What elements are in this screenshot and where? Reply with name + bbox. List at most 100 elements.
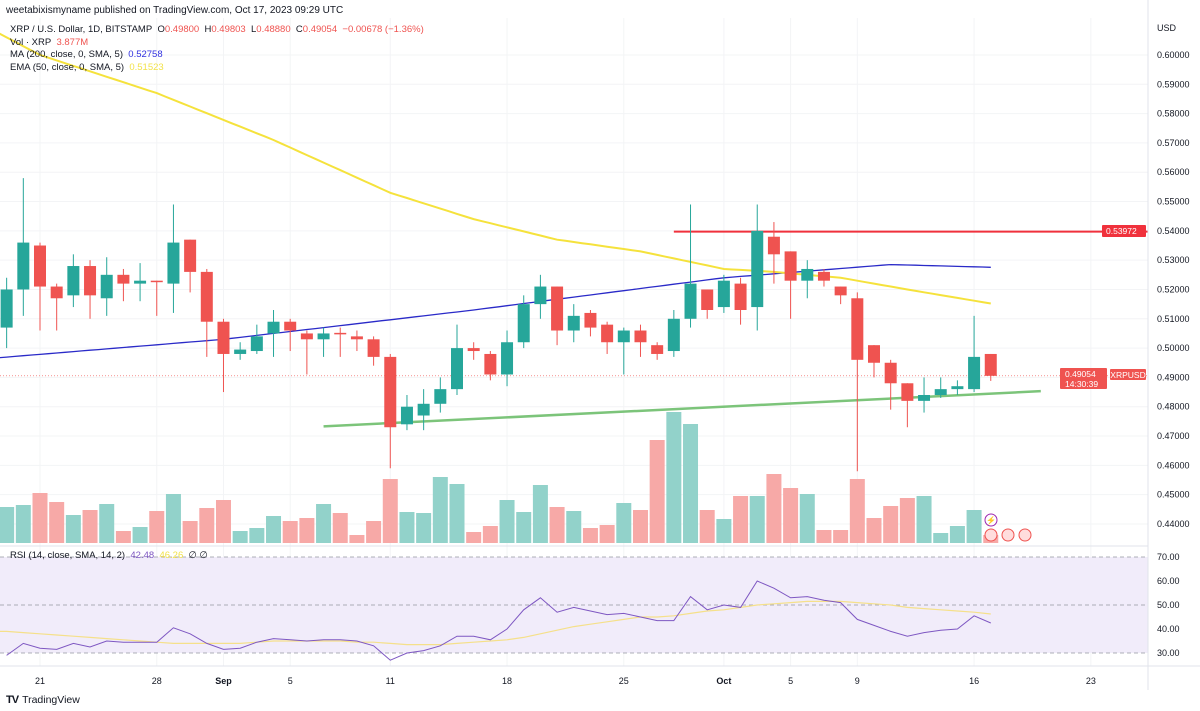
candle-body[interactable] xyxy=(67,266,80,296)
candle-body[interactable] xyxy=(50,286,63,299)
us-flag-event-icon[interactable] xyxy=(1018,528,1032,542)
support-trendline[interactable] xyxy=(323,389,1041,428)
candle-body[interactable] xyxy=(651,345,664,354)
volume-bar xyxy=(15,505,31,543)
candle-body[interactable] xyxy=(851,298,864,360)
candle-body[interactable] xyxy=(817,271,830,281)
candle-body[interactable] xyxy=(417,403,430,416)
us-flag-event-icon[interactable] xyxy=(984,528,998,542)
volume-bar xyxy=(649,440,665,543)
candle-body[interactable] xyxy=(717,280,730,308)
volume-bar xyxy=(899,498,915,543)
candle-body[interactable] xyxy=(968,356,981,390)
price-tick-label: 0.54000 xyxy=(1157,226,1190,236)
volume-bar xyxy=(382,479,398,543)
us-flag-event-icon[interactable] xyxy=(1001,528,1015,542)
candles[interactable] xyxy=(0,178,997,472)
price-tick-label: 0.49000 xyxy=(1157,372,1190,382)
tradingview-logo-icon[interactable]: TV xyxy=(6,694,19,706)
candle-body[interactable] xyxy=(617,330,630,343)
candle-body[interactable] xyxy=(934,389,947,395)
rsi-legend[interactable]: RSI (14, close, SMA, 14, 2) 42.48 46.26 … xyxy=(10,550,208,561)
candle-body[interactable] xyxy=(334,332,347,335)
candle-body[interactable] xyxy=(367,339,380,357)
ohlc-legend[interactable]: XRP / U.S. Dollar, 1D, BITSTAMP O0.49800… xyxy=(10,24,424,37)
candle-body[interactable] xyxy=(284,321,297,331)
ma-legend[interactable]: MA (200, close, 0, SMA, 5) 0.52758 xyxy=(10,49,424,62)
candle-body[interactable] xyxy=(984,353,997,376)
lightning-icon[interactable] xyxy=(984,513,998,527)
footer: TV TradingView xyxy=(6,694,80,706)
ema-legend[interactable]: EMA (50, close, 0, SMA, 5) 0.51523 xyxy=(10,62,424,75)
candle-body[interactable] xyxy=(400,406,413,425)
candle-body[interactable] xyxy=(217,321,230,354)
publisher-line: weetabixismyname published on TradingVie… xyxy=(6,5,344,16)
price-axis[interactable]: 0.60000 0.59000 0.58000 0.57000 0.56000 0.550… xyxy=(1157,50,1190,529)
candle-body[interactable] xyxy=(517,304,530,343)
candle-body[interactable] xyxy=(751,230,764,308)
volume-bar xyxy=(416,513,432,543)
candle-body[interactable] xyxy=(534,286,547,305)
candle-body[interactable] xyxy=(17,242,30,290)
candle-body[interactable] xyxy=(501,342,514,375)
candle-body[interactable] xyxy=(634,330,647,343)
candle-body[interactable] xyxy=(784,251,797,281)
candle-body[interactable] xyxy=(467,348,480,352)
countdown-tag: 14:30:39 xyxy=(1065,379,1098,389)
rsi-axis[interactable]: 70.00 60.00 50.00 40.00 30.00 xyxy=(1157,552,1180,658)
candle-body[interactable] xyxy=(601,324,614,343)
volume-bar xyxy=(449,484,465,543)
volume-legend[interactable]: Vol · XRP 3.877M xyxy=(10,37,424,50)
volume-bar xyxy=(299,518,315,543)
candle-body[interactable] xyxy=(84,266,97,296)
candle-body[interactable] xyxy=(167,242,180,284)
volume-bar xyxy=(816,530,832,543)
candle-body[interactable] xyxy=(868,345,880,363)
date-axis[interactable]: 21 28 Sep 5 11 18 25 Oct 5 9 16 23 xyxy=(35,676,1096,686)
volume-bar xyxy=(616,503,632,543)
event-icons[interactable]: ⚡ xyxy=(984,513,1032,542)
candle-body[interactable] xyxy=(200,271,213,322)
candle-body[interactable] xyxy=(234,349,247,354)
candle-body[interactable] xyxy=(551,286,564,331)
candle-body[interactable] xyxy=(667,318,680,352)
candle-body[interactable] xyxy=(134,280,147,284)
candle-body[interactable] xyxy=(951,386,964,390)
candle-body[interactable] xyxy=(434,389,447,404)
symbol-description: XRP / U.S. Dollar, 1D, BITSTAMP xyxy=(10,24,153,35)
volume-bar xyxy=(866,518,882,543)
candle-body[interactable] xyxy=(317,333,330,340)
candle-body[interactable] xyxy=(918,394,931,401)
candle-body[interactable] xyxy=(834,286,847,296)
rsi-tick-label: 30.00 xyxy=(1157,648,1180,658)
candle-body[interactable] xyxy=(484,353,497,375)
candle-body[interactable] xyxy=(451,348,463,390)
candle-body[interactable] xyxy=(701,289,714,310)
price-tick-label: 0.58000 xyxy=(1157,109,1190,119)
candle-body[interactable] xyxy=(901,383,914,401)
candle-body[interactable] xyxy=(150,280,163,283)
candle-body[interactable] xyxy=(767,236,780,255)
volume-bar xyxy=(582,528,598,543)
candle-body[interactable] xyxy=(34,245,46,287)
candle-body[interactable] xyxy=(0,289,13,328)
candle-body[interactable] xyxy=(117,274,130,284)
volume-bar xyxy=(549,507,565,543)
candle-body[interactable] xyxy=(584,312,597,328)
candle-body[interactable] xyxy=(734,283,747,310)
candle-body[interactable] xyxy=(567,315,580,331)
candle-body[interactable] xyxy=(884,362,897,384)
volume-bar xyxy=(799,494,815,543)
candle-body[interactable] xyxy=(267,321,280,334)
volume-bar xyxy=(316,504,332,543)
candle-body[interactable] xyxy=(100,274,113,299)
candle-body[interactable] xyxy=(350,336,363,340)
candle-body[interactable] xyxy=(384,356,397,428)
candle-body[interactable] xyxy=(801,268,814,281)
candle-body[interactable] xyxy=(250,336,263,352)
candle-body[interactable] xyxy=(300,333,313,340)
low-label: L xyxy=(250,24,257,35)
candle-body[interactable] xyxy=(184,239,197,272)
candle-body[interactable] xyxy=(684,283,697,319)
